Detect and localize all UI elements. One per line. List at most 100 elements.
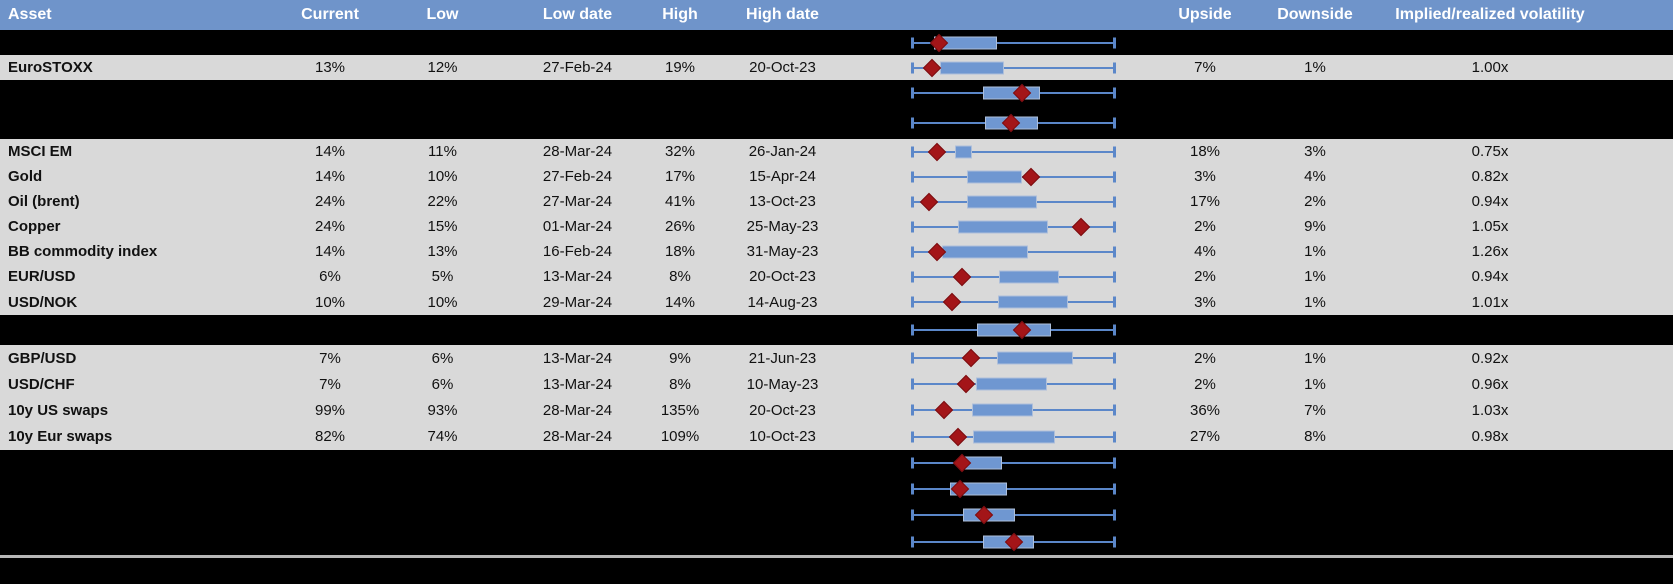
- implied-realized-vol-cell[interactable]: 0.94x: [1471, 268, 1509, 285]
- current-cell[interactable]: 14%: [314, 168, 346, 185]
- upside-cell[interactable]: 2%: [1194, 268, 1216, 285]
- low-cell[interactable]: 74%: [427, 428, 458, 445]
- upside-cell[interactable]: 27%: [1189, 428, 1221, 445]
- implied-realized-vol-cell[interactable]: 0.94x: [1471, 193, 1509, 210]
- high-date-cell[interactable]: 21-Jun-23: [748, 349, 817, 367]
- current-cell[interactable]: [280, 450, 380, 476]
- downside-cell[interactable]: 9%: [1304, 218, 1326, 235]
- high-cell[interactable]: 9%: [669, 349, 691, 367]
- high-cell[interactable]: [650, 450, 710, 476]
- downside-cell[interactable]: [1270, 315, 1360, 345]
- column-header-upside[interactable]: Upside: [1178, 6, 1232, 23]
- upside-cell[interactable]: 3%: [1194, 168, 1216, 185]
- low-cell[interactable]: 6%: [431, 349, 454, 367]
- high-date-cell[interactable]: 13-Oct-23: [749, 193, 816, 210]
- low-date-cell[interactable]: 27-Mar-24: [542, 193, 613, 210]
- column-header-implied-realized-volatility[interactable]: Implied/realized volatility: [1395, 6, 1585, 23]
- implied-realized-vol-cell[interactable]: 0.98x: [1471, 428, 1509, 445]
- current-cell[interactable]: [280, 502, 380, 528]
- high-cell[interactable]: [650, 476, 710, 502]
- downside-cell[interactable]: 1%: [1304, 268, 1326, 285]
- high-date-cell[interactable]: [710, 80, 855, 106]
- asset-cell[interactable]: [0, 315, 280, 345]
- low-date-cell[interactable]: [505, 476, 650, 502]
- downside-cell[interactable]: 3%: [1304, 143, 1326, 160]
- low-date-cell[interactable]: 13-Mar-24: [542, 375, 613, 393]
- low-cell[interactable]: [380, 106, 505, 139]
- high-cell[interactable]: [650, 315, 710, 345]
- high-cell[interactable]: [650, 80, 710, 106]
- high-date-cell[interactable]: 25-May-23: [746, 218, 819, 235]
- asset-cell[interactable]: USD/CHF: [8, 375, 75, 393]
- low-cell[interactable]: [380, 502, 505, 528]
- column-header-low-date[interactable]: Low date: [542, 6, 613, 23]
- current-cell[interactable]: 10%: [314, 293, 346, 311]
- asset-cell[interactable]: [0, 528, 280, 555]
- low-cell[interactable]: 10%: [427, 293, 458, 311]
- column-header-asset[interactable]: Asset: [8, 6, 52, 23]
- implied-realized-vol-cell[interactable]: [1360, 502, 1620, 528]
- high-date-cell[interactable]: [710, 315, 855, 345]
- downside-cell[interactable]: [1270, 528, 1360, 555]
- current-cell[interactable]: 14%: [314, 243, 346, 260]
- low-cell[interactable]: 12%: [427, 59, 458, 76]
- low-date-cell[interactable]: [505, 450, 650, 476]
- implied-realized-vol-cell[interactable]: [1360, 450, 1620, 476]
- asset-cell[interactable]: EUR/USD: [8, 268, 76, 285]
- high-date-cell[interactable]: [710, 106, 855, 139]
- upside-cell[interactable]: 7%: [1194, 59, 1216, 76]
- downside-cell[interactable]: 7%: [1304, 401, 1326, 419]
- implied-realized-vol-cell[interactable]: 1.05x: [1471, 218, 1509, 235]
- low-cell[interactable]: [380, 315, 505, 345]
- high-cell[interactable]: [650, 528, 710, 555]
- asset-cell[interactable]: [0, 476, 280, 502]
- upside-cell[interactable]: 18%: [1189, 143, 1221, 160]
- low-cell[interactable]: 15%: [427, 218, 458, 235]
- low-cell[interactable]: 5%: [431, 268, 454, 285]
- low-cell[interactable]: [380, 80, 505, 106]
- asset-cell[interactable]: Oil (brent): [8, 193, 80, 210]
- current-cell[interactable]: 14%: [314, 143, 346, 160]
- low-date-cell[interactable]: [505, 106, 650, 139]
- high-cell[interactable]: [650, 502, 710, 528]
- low-date-cell[interactable]: [505, 502, 650, 528]
- high-cell[interactable]: 109%: [660, 428, 700, 445]
- high-cell[interactable]: 32%: [664, 143, 696, 160]
- high-date-cell[interactable]: 20-Oct-23: [749, 401, 816, 419]
- upside-cell[interactable]: [1140, 106, 1270, 139]
- implied-realized-vol-cell[interactable]: 1.03x: [1471, 401, 1509, 419]
- high-date-cell[interactable]: 15-Apr-24: [749, 168, 816, 185]
- upside-cell[interactable]: [1140, 80, 1270, 106]
- asset-cell[interactable]: GBP/USD: [8, 349, 77, 367]
- low-date-cell[interactable]: 28-Mar-24: [542, 143, 613, 160]
- high-cell[interactable]: 8%: [669, 268, 691, 285]
- high-date-cell[interactable]: [710, 476, 855, 502]
- high-date-cell[interactable]: [710, 30, 855, 55]
- implied-realized-vol-cell[interactable]: 0.82x: [1471, 168, 1509, 185]
- implied-realized-vol-cell[interactable]: [1360, 315, 1620, 345]
- implied-realized-vol-cell[interactable]: [1360, 80, 1620, 106]
- high-cell[interactable]: 18%: [664, 243, 696, 260]
- low-date-cell[interactable]: 01-Mar-24: [542, 218, 613, 235]
- high-cell[interactable]: 26%: [664, 218, 696, 235]
- upside-cell[interactable]: [1140, 528, 1270, 555]
- downside-cell[interactable]: [1270, 106, 1360, 139]
- upside-cell[interactable]: [1140, 315, 1270, 345]
- high-date-cell[interactable]: 14-Aug-23: [747, 293, 818, 311]
- high-cell[interactable]: 14%: [664, 293, 696, 311]
- implied-realized-vol-cell[interactable]: [1360, 30, 1620, 55]
- low-date-cell[interactable]: [505, 80, 650, 106]
- upside-cell[interactable]: 36%: [1189, 401, 1221, 419]
- upside-cell[interactable]: 3%: [1194, 293, 1216, 311]
- downside-cell[interactable]: [1270, 450, 1360, 476]
- high-cell[interactable]: 19%: [664, 59, 696, 76]
- implied-realized-vol-cell[interactable]: 1.26x: [1471, 243, 1509, 260]
- implied-realized-vol-cell[interactable]: 1.00x: [1471, 59, 1509, 76]
- low-cell[interactable]: [380, 450, 505, 476]
- current-cell[interactable]: 13%: [314, 59, 346, 76]
- downside-cell[interactable]: [1270, 502, 1360, 528]
- high-date-cell[interactable]: 26-Jan-24: [748, 143, 817, 160]
- current-cell[interactable]: [280, 476, 380, 502]
- upside-cell[interactable]: 2%: [1194, 218, 1216, 235]
- asset-cell[interactable]: Gold: [8, 168, 43, 185]
